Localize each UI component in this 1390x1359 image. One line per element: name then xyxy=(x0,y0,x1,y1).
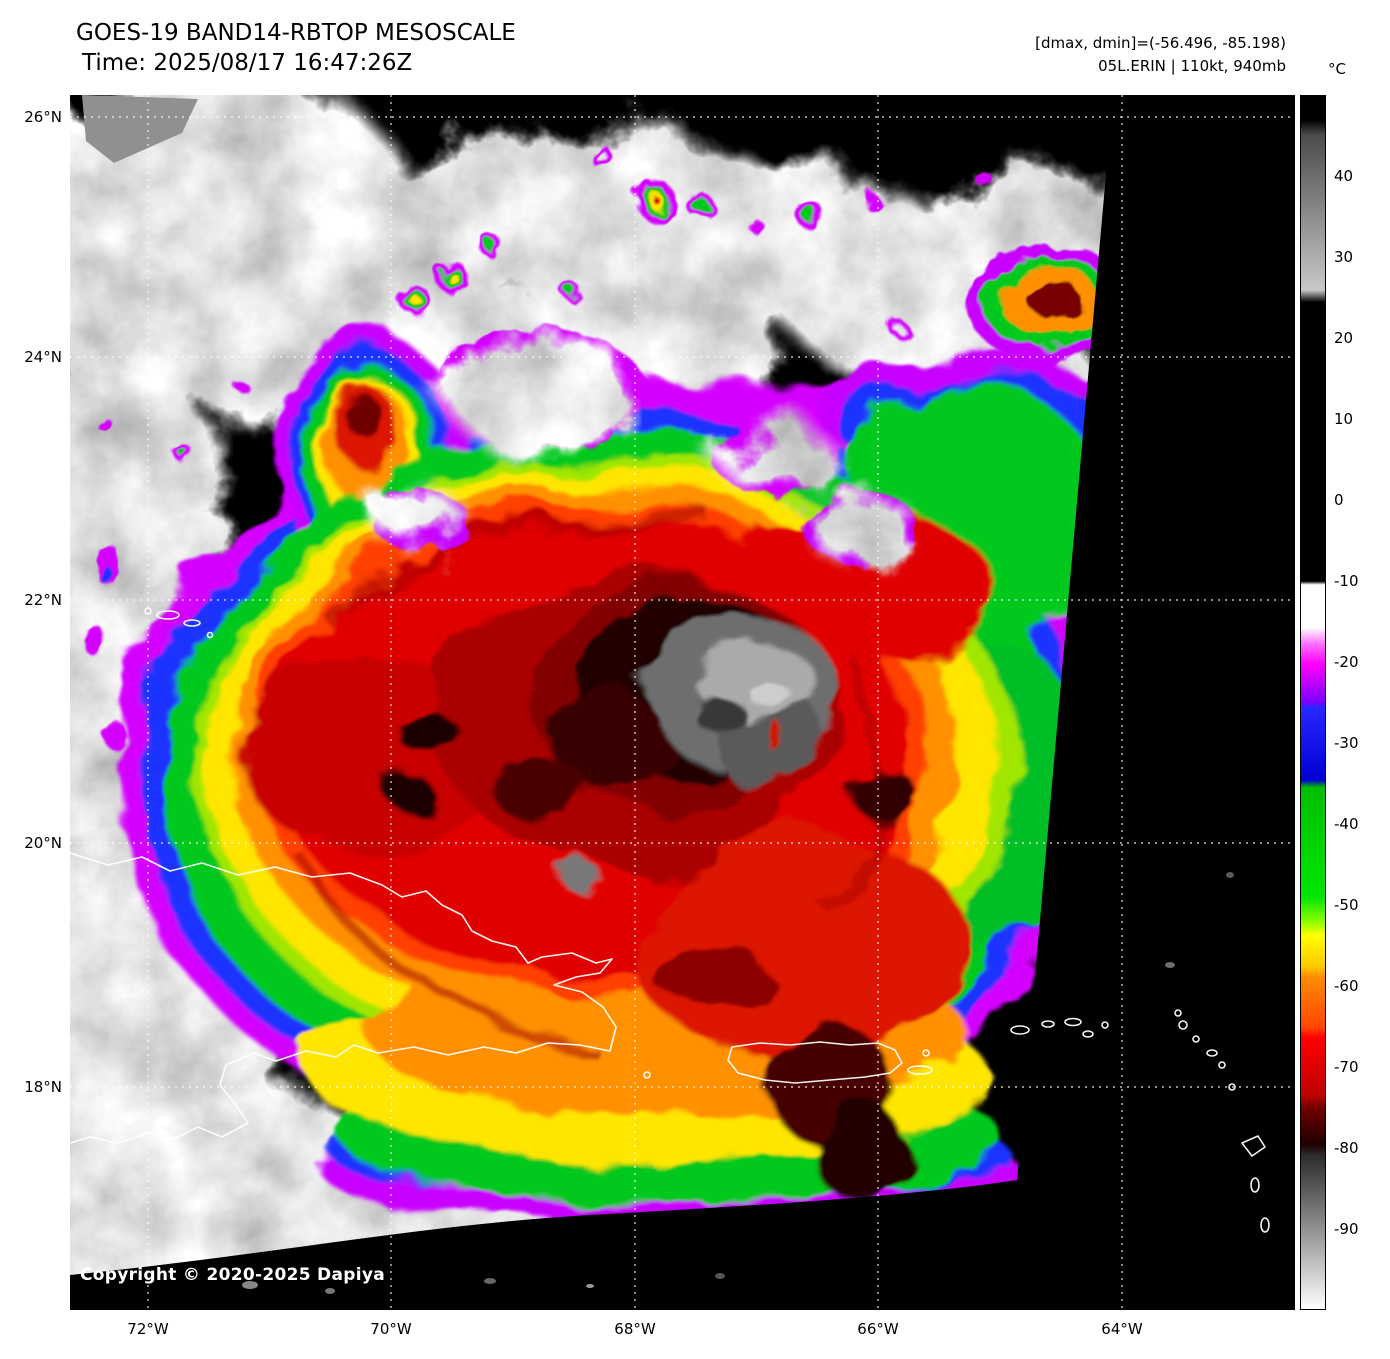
lon-axis-label: 66°W xyxy=(857,1320,899,1338)
colorbar xyxy=(1300,95,1326,1310)
colorbar-tick-label: -10 xyxy=(1334,572,1359,590)
lat-axis-label: 20°N xyxy=(24,834,62,852)
colorbar-tick-label: 10 xyxy=(1334,410,1354,428)
gridlines xyxy=(70,95,1295,1310)
scan-edge-mask xyxy=(70,95,1295,1310)
lon-axis-label: 64°W xyxy=(1101,1320,1143,1338)
product-title: GOES-19 BAND14-RBTOP MESOSCALE xyxy=(76,20,516,46)
colorbar-tick-label: 0 xyxy=(1334,491,1344,509)
colorbar-tick-label: -80 xyxy=(1334,1139,1359,1157)
colorbar-tick-label: -90 xyxy=(1334,1220,1359,1238)
colorbar-unit-label: °C xyxy=(1328,60,1346,78)
colorbar-tick-label: 40 xyxy=(1334,167,1354,185)
dmax-dmin-readout: [dmax, dmin]=(-56.496, -85.198) xyxy=(1035,34,1286,52)
lat-axis-label: 24°N xyxy=(24,348,62,366)
convective-cells xyxy=(84,144,1130,749)
satellite-image xyxy=(70,95,1295,1310)
lat-axis-label: 22°N xyxy=(24,591,62,609)
colorbar-tick-label: -40 xyxy=(1334,815,1359,833)
gray-landmass xyxy=(82,95,198,163)
colorbar-tick-label: -70 xyxy=(1334,1058,1359,1076)
colorbar-tick-label: 30 xyxy=(1334,248,1354,266)
copyright-text: Copyright © 2020-2025 Dapiya xyxy=(80,1265,385,1285)
lon-axis-label: 70°W xyxy=(370,1320,412,1338)
coastlines xyxy=(70,607,1270,1233)
hurricane xyxy=(115,335,1125,1225)
lat-axis-label: 18°N xyxy=(24,1078,62,1096)
lon-axis-label: 68°W xyxy=(614,1320,656,1338)
colorbar-tick-label: 20 xyxy=(1334,329,1354,347)
colorbar-tick-label: -50 xyxy=(1334,896,1359,914)
timestamp: Time: 2025/08/17 16:47:26Z xyxy=(82,50,413,76)
colorbar-tick-label: -20 xyxy=(1334,653,1359,671)
satellite-map: Copyright © 2020-2025 Dapiya xyxy=(70,95,1295,1310)
storm-info: 05L.ERIN | 110kt, 940mb xyxy=(1098,57,1286,75)
lon-axis-label: 72°W xyxy=(127,1320,169,1338)
lat-axis-label: 26°N xyxy=(24,108,62,126)
cloud-pockets xyxy=(378,335,910,557)
colorbar-tick-label: -60 xyxy=(1334,977,1359,995)
colorbar-tick-label: -30 xyxy=(1334,734,1359,752)
